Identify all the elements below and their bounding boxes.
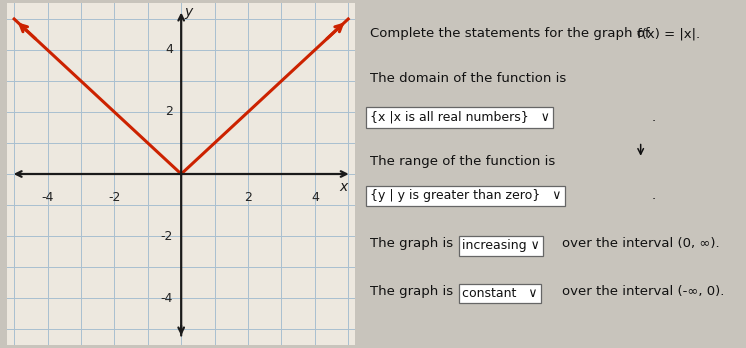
Text: constant   ∨: constant ∨ — [462, 287, 537, 300]
Text: 4: 4 — [311, 191, 319, 204]
Text: {x |x is all real numbers}   ∨: {x |x is all real numbers} ∨ — [370, 111, 550, 124]
Text: 4: 4 — [165, 44, 173, 56]
Text: -4: -4 — [160, 292, 173, 304]
Text: over the interval (-∞, 0).: over the interval (-∞, 0). — [562, 285, 724, 298]
Text: The graph is: The graph is — [370, 237, 453, 250]
Text: The domain of the function is: The domain of the function is — [370, 72, 566, 85]
Text: 2: 2 — [244, 191, 252, 204]
Text: .: . — [652, 189, 656, 202]
Text: -2: -2 — [108, 191, 121, 204]
Text: increasing ∨: increasing ∨ — [462, 239, 539, 253]
Text: {y | y is greater than zero}   ∨: {y | y is greater than zero} ∨ — [370, 189, 561, 202]
Text: over the interval (0, ∞).: over the interval (0, ∞). — [562, 237, 719, 250]
Text: Complete the statements for the graph of: Complete the statements for the graph of — [370, 27, 649, 40]
Text: .: . — [652, 111, 656, 124]
Text: 2: 2 — [165, 105, 173, 118]
Text: The range of the function is: The range of the function is — [370, 155, 555, 168]
Text: x: x — [339, 180, 348, 194]
Text: f(x) = |x|.: f(x) = |x|. — [637, 27, 700, 40]
Text: y: y — [184, 5, 192, 19]
Text: The graph is: The graph is — [370, 285, 453, 298]
Text: -2: -2 — [160, 230, 173, 243]
Text: -4: -4 — [41, 191, 54, 204]
